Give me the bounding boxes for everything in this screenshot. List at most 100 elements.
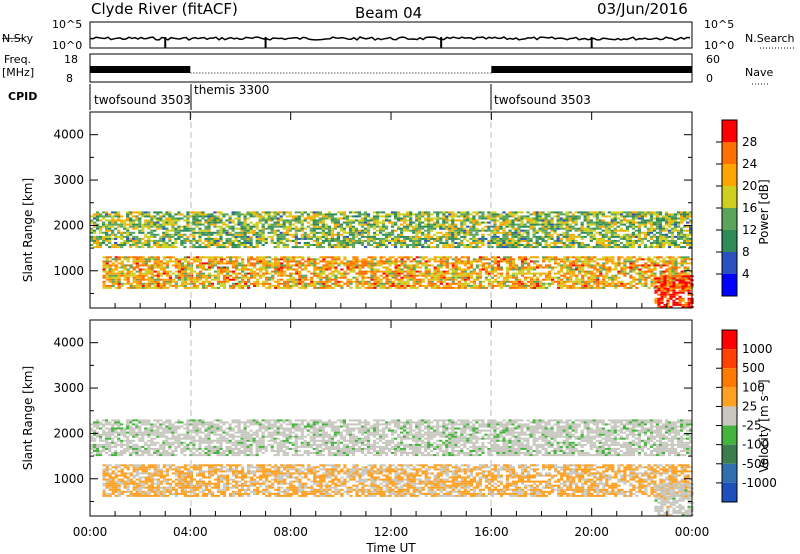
- echo-cell: [689, 225, 693, 228]
- echo-cell: [255, 239, 259, 242]
- echo-cell: [472, 272, 476, 275]
- echo-cell: [138, 272, 142, 275]
- echo-cell: [316, 280, 320, 283]
- echo-cell: [557, 276, 561, 279]
- echo-cell: [229, 258, 233, 261]
- echo-cell: [523, 278, 528, 281]
- echo-cell: [400, 233, 404, 236]
- echo-cell: [571, 219, 575, 222]
- echo-cell: [538, 219, 542, 222]
- echo-cell: [156, 217, 160, 220]
- echo-cell: [674, 286, 678, 289]
- echo-cell: [499, 284, 504, 287]
- echo-cell: [562, 217, 566, 220]
- echo-cell: [379, 237, 383, 240]
- echo-cell: [622, 223, 626, 226]
- echo-cell: [159, 239, 163, 242]
- echo-cell: [366, 237, 371, 240]
- echo-cell: [445, 211, 449, 214]
- echo-cell: [607, 244, 611, 246]
- echo-cell: [508, 219, 512, 222]
- echo-cell: [520, 266, 525, 269]
- echo-cell: [677, 286, 681, 289]
- echo-cell: [295, 272, 299, 275]
- echo-cell: [647, 274, 651, 277]
- echo-cell: [517, 268, 522, 271]
- echo-cell: [550, 219, 554, 222]
- echo-cell: [325, 266, 329, 269]
- echo-cell: [397, 260, 401, 263]
- echo-cell: [271, 274, 275, 277]
- echo-cell: [644, 276, 648, 279]
- echo-cell: [673, 225, 678, 228]
- echo-cell: [439, 235, 443, 238]
- echo-cell: [605, 256, 609, 259]
- echo-cell: [364, 260, 368, 263]
- echo-cell: [629, 262, 633, 265]
- echo-cell: [262, 266, 266, 269]
- echo-cell: [581, 256, 585, 259]
- echo-cell: [232, 282, 236, 285]
- echo-cell: [683, 217, 687, 220]
- echo-cell: [213, 276, 218, 279]
- echo-cell: [201, 215, 205, 218]
- echo-cell: [657, 301, 661, 304]
- echo-cell: [268, 286, 272, 289]
- echo-cell: [599, 272, 603, 275]
- echo-cell: [310, 272, 314, 275]
- echo-cell: [611, 278, 615, 281]
- echo-cell: [153, 217, 157, 220]
- echo-cell: [400, 286, 404, 289]
- echo-cell: [505, 280, 510, 283]
- echo-cell: [198, 266, 203, 269]
- echo-cell: [385, 278, 389, 281]
- echo-cell: [614, 268, 618, 271]
- echo-cell: [102, 280, 106, 283]
- echo-cell: [108, 215, 112, 218]
- echo-cell: [351, 215, 356, 218]
- echo-cell: [111, 262, 115, 265]
- echo-cell: [258, 219, 262, 222]
- echo-cell: [304, 286, 308, 289]
- echo-cell: [586, 223, 590, 226]
- echo-cell: [216, 239, 220, 242]
- echo-cell: [454, 274, 458, 277]
- echo-cell: [168, 278, 172, 281]
- echo-cell: [457, 231, 461, 234]
- echo-cell: [249, 242, 253, 244]
- echo-cell: [186, 272, 190, 275]
- echo-cell: [165, 217, 169, 220]
- echo-cell: [159, 246, 163, 249]
- echo-cell: [310, 282, 314, 285]
- echo-cell: [590, 270, 594, 273]
- echo-cell: [415, 235, 419, 238]
- echo-cell: [310, 280, 314, 283]
- echo-cell: [454, 215, 458, 218]
- echo-cell: [351, 219, 356, 222]
- echo-cell: [611, 274, 615, 277]
- echo-cell: [451, 278, 455, 281]
- echo-cell: [304, 274, 308, 277]
- echo-cell: [614, 276, 618, 279]
- echo-cell: [629, 284, 633, 287]
- echo-cell: [360, 219, 365, 222]
- echo-cell: [686, 213, 690, 216]
- echo-cell: [147, 219, 151, 222]
- echo-cell: [520, 262, 525, 265]
- echo-cell: [327, 225, 331, 228]
- echo-cell: [574, 235, 578, 238]
- echo-cell: [547, 237, 551, 240]
- freq-block-twofsound: [491, 66, 692, 73]
- echo-cell: [336, 246, 340, 249]
- echo-cell: [222, 262, 227, 265]
- echo-cell: [246, 239, 250, 242]
- echo-cell: [253, 276, 257, 279]
- echo-cell: [664, 239, 669, 242]
- echo-cell: [496, 235, 500, 238]
- echo-cell: [628, 221, 632, 224]
- echo-cell: [557, 282, 561, 285]
- echo-cell: [412, 242, 416, 244]
- echo-cell: [342, 229, 346, 232]
- nsky-trace: [89, 36, 691, 41]
- nsearch-tick-top: 10^5: [704, 18, 734, 31]
